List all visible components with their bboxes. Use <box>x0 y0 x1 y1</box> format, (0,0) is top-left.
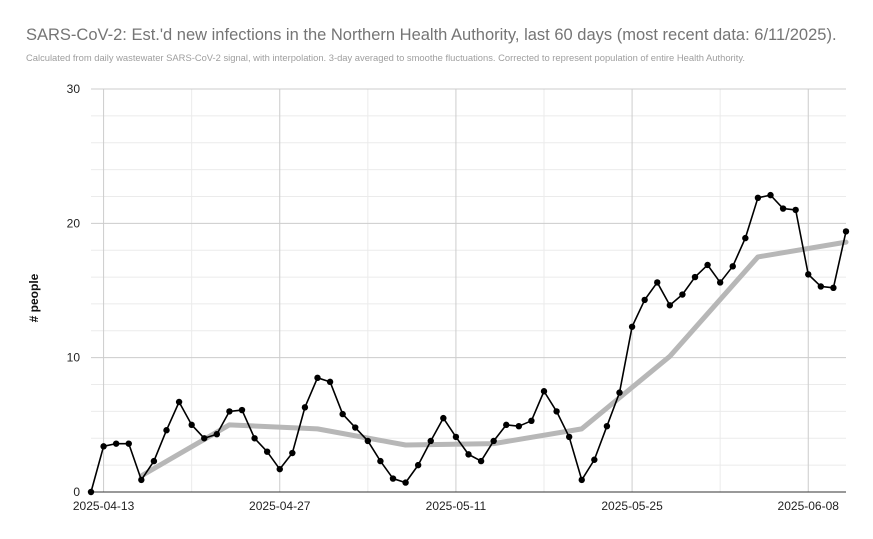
data-point <box>402 479 409 486</box>
data-point <box>842 228 850 235</box>
data-point <box>477 457 485 465</box>
data-point <box>364 437 372 445</box>
data-point <box>112 440 120 447</box>
data-point <box>540 388 548 395</box>
data-point <box>503 421 510 429</box>
y-tick-label: 10 <box>67 351 81 365</box>
data-point <box>125 440 132 447</box>
data-point <box>301 404 309 411</box>
data-point <box>263 448 271 455</box>
data-point <box>490 437 497 445</box>
data-point <box>641 296 648 304</box>
data-point <box>440 414 447 422</box>
data-point <box>251 435 258 442</box>
data-point <box>314 374 321 382</box>
data-point <box>716 279 724 286</box>
data-point <box>515 422 523 430</box>
x-tick-label: 2025-04-13 <box>73 499 135 513</box>
data-point <box>238 406 246 414</box>
y-tick-label: 30 <box>67 82 81 96</box>
data-point <box>226 408 233 415</box>
data-point <box>679 291 686 298</box>
data-point <box>201 435 208 442</box>
data-point <box>528 417 535 425</box>
data-point <box>767 191 774 199</box>
data-point <box>704 261 711 269</box>
data-point <box>691 273 699 281</box>
chart-subtitle: Calculated from daily wastewater SARS-Co… <box>26 52 745 63</box>
axes: 0 10 20 30 2025-04-13 2025-04-27 2025-05-11 202… <box>67 82 846 513</box>
data-point <box>339 410 346 418</box>
gridlines <box>91 88 846 493</box>
data-point <box>163 427 170 434</box>
data-point <box>414 461 422 469</box>
data-point <box>377 457 384 465</box>
data-point <box>565 433 573 441</box>
data-point <box>452 433 460 441</box>
x-tick-label: 2025-05-11 <box>426 499 487 513</box>
chart-title: SARS-CoV-2: Est.'d new infections in the… <box>26 26 837 44</box>
data-point <box>742 234 749 242</box>
data-point <box>830 284 837 292</box>
data-point <box>792 206 799 214</box>
data-point <box>150 457 158 465</box>
data-point <box>352 424 359 431</box>
data-point <box>616 389 623 396</box>
data-point <box>100 443 107 450</box>
data-point <box>654 279 661 286</box>
data-point <box>754 194 762 202</box>
y-tick-label: 20 <box>67 216 81 230</box>
x-tick-label: 2025-05-25 <box>601 499 663 513</box>
data-point <box>553 408 560 415</box>
data-point <box>603 422 611 430</box>
series-layer <box>87 191 850 496</box>
data-point <box>578 476 585 484</box>
data-point <box>188 421 195 429</box>
data-point <box>138 476 145 484</box>
data-point <box>779 205 787 212</box>
x-tick-label: 2025-06-08 <box>778 499 840 513</box>
data-point <box>729 263 736 270</box>
data-point <box>591 456 598 463</box>
data-point <box>805 271 812 278</box>
x-tick-label: 2025-04-27 <box>249 499 311 513</box>
data-point <box>427 437 434 445</box>
data-point <box>87 488 95 496</box>
y-tick-label: 0 <box>73 485 80 499</box>
data-point <box>628 323 636 330</box>
data-point <box>465 451 472 458</box>
data-point <box>276 465 283 473</box>
data-point <box>817 283 825 290</box>
data-point <box>326 378 334 386</box>
data-point <box>175 398 183 406</box>
daily-series-line <box>90 194 847 493</box>
data-point <box>289 449 296 457</box>
data-point <box>666 302 674 309</box>
data-point <box>213 431 221 438</box>
data-point <box>389 475 397 482</box>
y-axis-label: # people <box>27 273 41 322</box>
